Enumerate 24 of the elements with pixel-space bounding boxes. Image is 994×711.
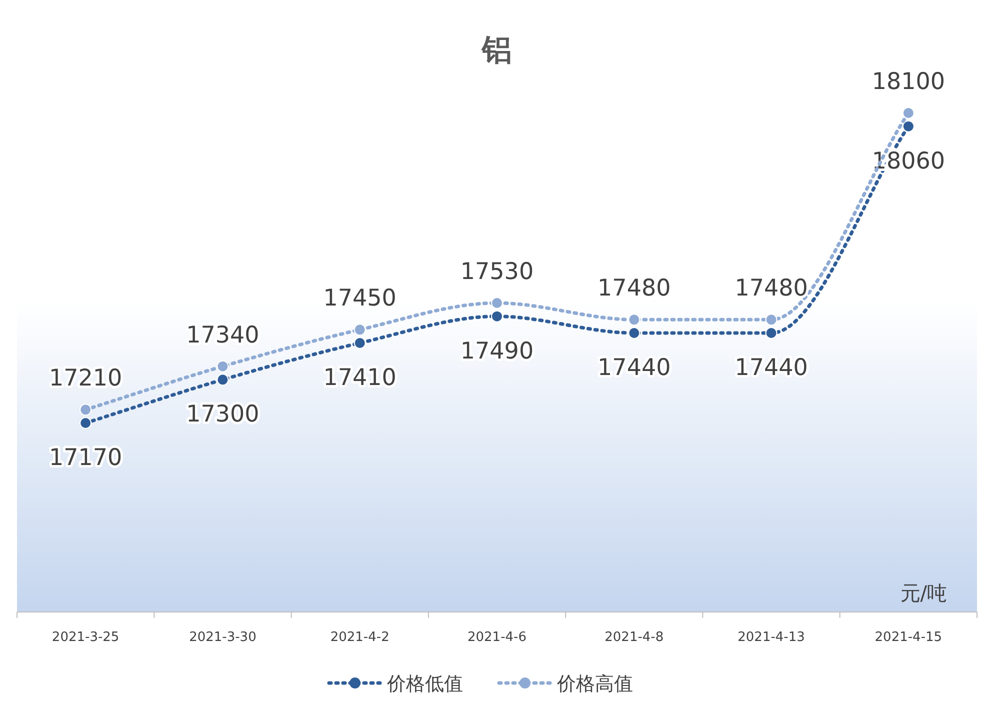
data-label: 17480: [598, 276, 671, 302]
title: 铝: [482, 33, 512, 68]
data-label: 17490: [460, 338, 534, 364]
x-tick-label: 2021-4-13: [738, 630, 805, 645]
legend-label: 价格高值: [556, 673, 633, 695]
data-label: 17440: [598, 355, 671, 381]
data-label: 17450: [323, 286, 396, 312]
legend-label: 价格低值: [386, 673, 463, 695]
text: 元/吨: [900, 581, 947, 605]
data-label: 17300: [186, 402, 260, 428]
data-label: 17210: [48, 366, 122, 392]
data-label: 17440: [734, 355, 808, 381]
x-tick-label: 2021-4-2: [330, 630, 390, 645]
data-label: 17170: [48, 445, 122, 471]
x-tick-label: 2021-3-30: [189, 630, 256, 645]
data-label: 17410: [323, 365, 396, 391]
x-tick-label: 2021-3-25: [52, 630, 120, 645]
x-tick-label: 2021-4-8: [604, 630, 664, 645]
data-label: 17340: [186, 322, 260, 348]
data-label: 18100: [872, 69, 946, 95]
data-label: 17530: [460, 259, 534, 285]
x-tick-label: 2021-4-6: [467, 630, 527, 645]
x-tick-label: 2021-4-15: [874, 630, 942, 645]
data-label: 17480: [734, 276, 808, 302]
